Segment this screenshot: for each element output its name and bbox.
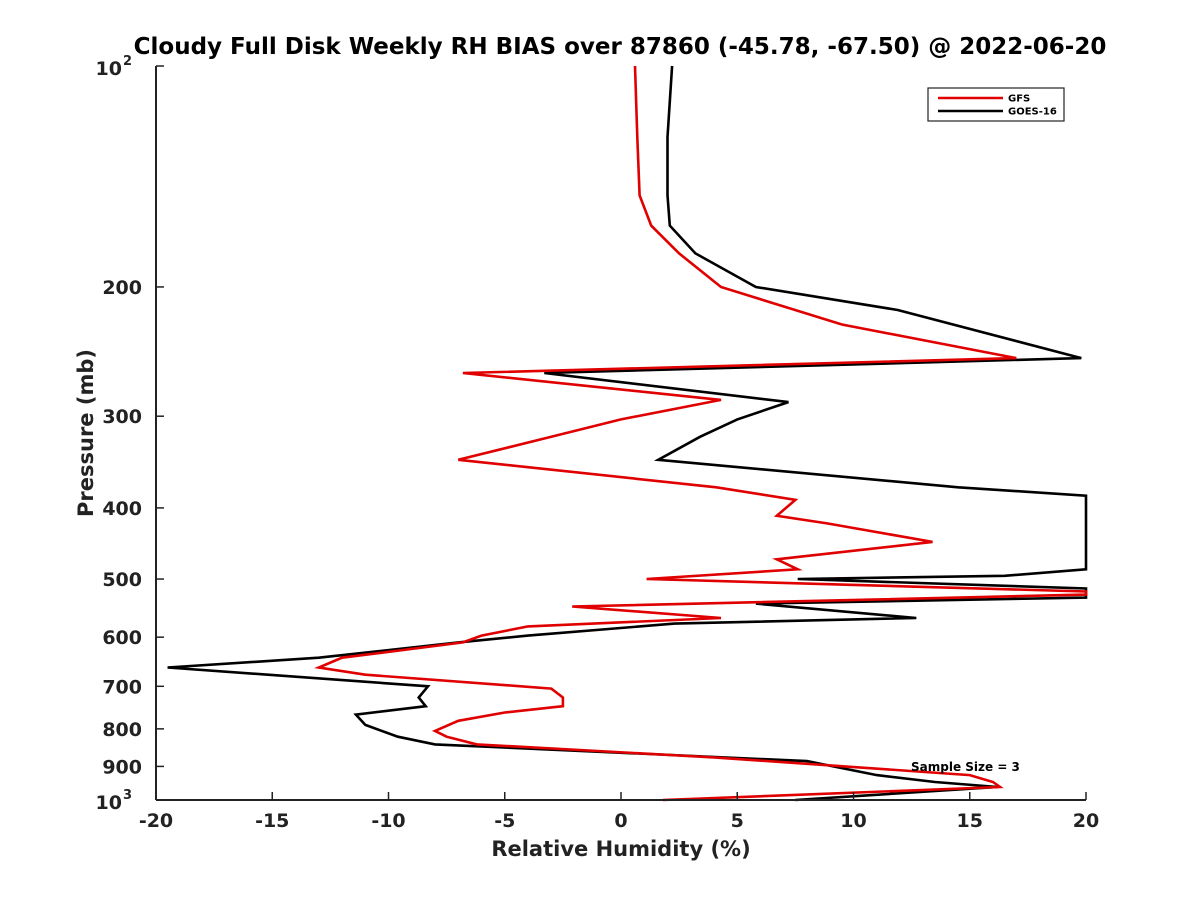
series-layer [167, 65, 1088, 802]
y-tick-label: 800 [102, 719, 142, 741]
x-tick-label: -20 [139, 810, 173, 832]
x-tick-label: -5 [494, 810, 515, 832]
plot-background [156, 66, 1086, 800]
x-tick-label: 20 [1073, 810, 1099, 832]
y-tick-label: 900 [102, 756, 142, 778]
legend-label-goes16: GOES-16 [1008, 107, 1057, 118]
x-tick-label: 10 [840, 810, 866, 832]
y-axis-label: Pressure (mb) [74, 349, 98, 517]
y-tick-label-exponent: 2 [123, 54, 132, 69]
y-tick-label-base: 10 [96, 58, 122, 80]
x-tick-label: -10 [371, 810, 405, 832]
y-tick-label-exponent: 3 [123, 788, 132, 803]
legend-label-gfs: GFS [1008, 94, 1030, 105]
y-tick-label-base: 10 [96, 792, 122, 814]
legend-box [927, 87, 1065, 122]
chart-title: Cloudy Full Disk Weekly RH BIAS over 878… [134, 34, 1107, 60]
plot-area: -20 -15 -10 -5 0 5 10 15 20 10 220030040050060070… [96, 54, 1100, 832]
sample-size-annotation: Sample Size = 3 [911, 760, 1020, 774]
x-axis-label: Relative Humidity (%) [491, 837, 750, 861]
y-tick-label: 400 [102, 498, 142, 520]
y-tick-label: 200 [102, 277, 142, 299]
x-tick-label: -15 [255, 810, 289, 832]
legend: GFS GOES-16 [927, 87, 1065, 122]
y-tick-label: 500 [102, 569, 142, 591]
x-axis-ticks: -20 -15 -10 -5 0 5 10 15 20 [139, 792, 1099, 832]
x-tick-label: 0 [614, 810, 627, 832]
y-tick-label: 300 [102, 406, 142, 428]
y-tick-label: 700 [102, 676, 142, 698]
y-tick-label: 600 [102, 627, 142, 649]
series-line-gfs [314, 65, 1088, 802]
x-tick-label: 15 [957, 810, 983, 832]
x-tick-label: 5 [731, 810, 744, 832]
